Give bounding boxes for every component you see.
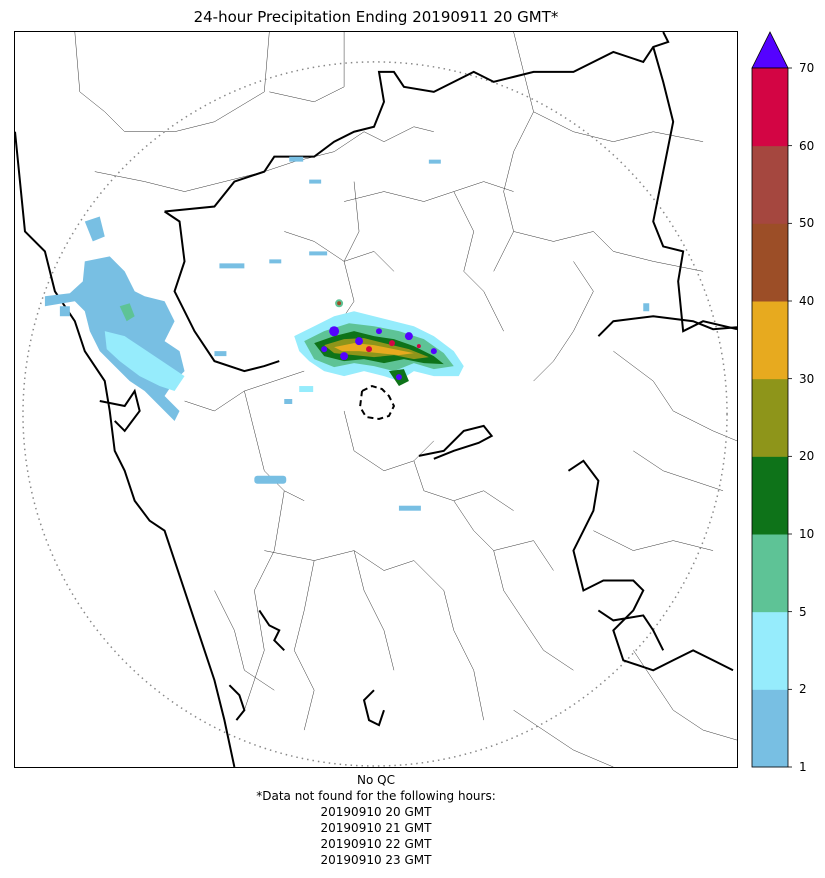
missing-hour: 20190910 20 GMT [320, 805, 432, 819]
colorbar-tick-label: 20 [799, 449, 815, 464]
colorbar: 1 2 5 10 20 30 40 50 60 70 [750, 30, 822, 775]
colorbar-swatch [752, 301, 788, 380]
radar-map [14, 31, 738, 768]
colorbar-swatch [752, 145, 788, 224]
map-footer: No QC *Data not found for the following … [14, 772, 738, 868]
colorbar-swatch [752, 223, 788, 302]
state-boundaries [15, 32, 737, 767]
colorbar-tick-label: 2 [799, 682, 807, 697]
colorbar-swatch [752, 68, 788, 147]
map-title: 24-hour Precipitation Ending 20190911 20… [193, 8, 559, 26]
colorbar-tick-label: 70 [799, 61, 815, 75]
radar-map-canvas [15, 32, 737, 767]
colorbar-tick-label: 50 [799, 216, 815, 231]
missing-data-note: *Data not found for the following hours: [256, 789, 496, 803]
qc-status: No QC [357, 773, 395, 787]
colorbar-swatch [752, 534, 788, 613]
colorbar-tick-label: 1 [799, 760, 807, 774]
radar-range-ring [22, 61, 728, 767]
colorbar-extend-triangle [751, 31, 789, 69]
district-boundaries [74, 32, 737, 767]
missing-hour: 20190910 23 GMT [320, 853, 432, 867]
colorbar-tick-label: 10 [799, 527, 815, 541]
colorbar-swatch [752, 611, 788, 690]
colorbar-swatch [752, 456, 788, 535]
colorbar-swatch [752, 689, 788, 768]
colorbar-border [751, 67, 789, 768]
colorbar-tick-label: 40 [799, 294, 815, 308]
colorbar-tick-label: 30 [799, 371, 815, 386]
precipitation-echoes [44, 156, 650, 511]
colorbar-tick-label: 60 [799, 138, 815, 153]
colorbar-graphic [751, 31, 792, 768]
colorbar-swatch [752, 378, 788, 457]
missing-hour: 20190910 21 GMT [320, 821, 432, 835]
colorbar-tick-label: 5 [799, 604, 807, 619]
missing-hour: 20190910 22 GMT [320, 837, 432, 851]
